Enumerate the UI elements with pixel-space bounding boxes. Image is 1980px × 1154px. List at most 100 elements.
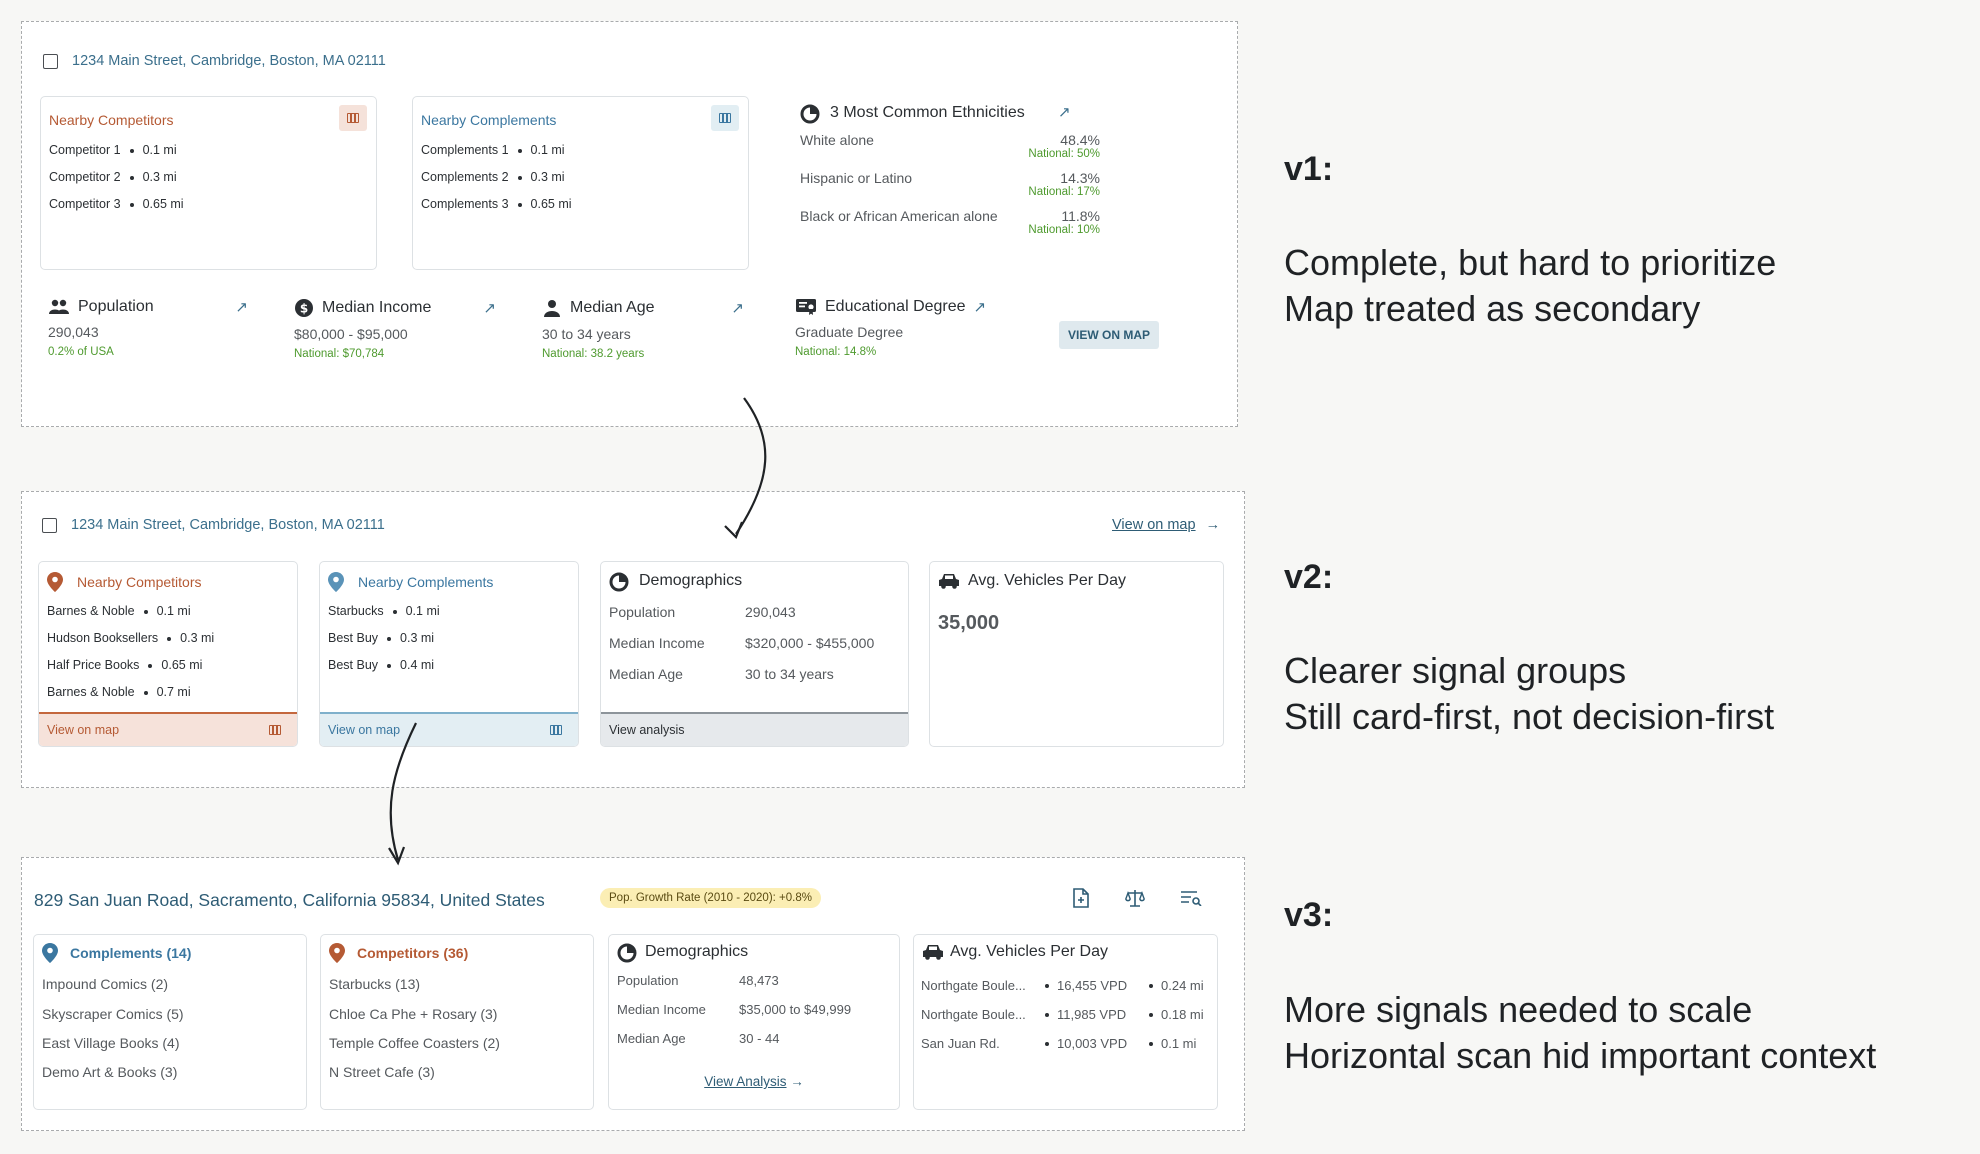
list-item: Complements 1 0.1 mi [421, 143, 565, 157]
ethnicity-row: Hispanic or Latino 14.3% [800, 170, 1100, 186]
map-pin-icon [47, 572, 63, 597]
list-item[interactable]: Starbucks (13) [329, 976, 421, 992]
growth-rate-pill: Pop. Growth Rate (2010 - 2020): +0.8% [600, 888, 821, 908]
address-link[interactable]: 1234 Main Street, Cambridge, Boston, MA … [71, 517, 385, 533]
address-title[interactable]: 829 San Juan Road, Sacramento, Californi… [34, 890, 545, 910]
pie-chart-icon [609, 572, 629, 597]
list-item[interactable]: Impound Comics (2) [42, 976, 169, 992]
metric-note: National: $70,784 [294, 348, 385, 360]
card-title: Competitors (36) [357, 945, 469, 961]
nearby-complements-card: Nearby Complements Starbucks 0.1 mi Best … [319, 561, 579, 747]
metric-value: 30 to 34 years [542, 326, 631, 342]
dollar-icon: $ [294, 298, 314, 318]
demographics-value: $320,000 - $455,000 [745, 635, 875, 651]
nearby-competitors-card: Nearby Competitors Competitor 1 0.1 mi Co… [40, 96, 377, 270]
card-title: Complements (14) [70, 945, 192, 961]
view-analysis-footer[interactable]: View analysis [601, 712, 908, 746]
demographics-value: 48,473 [739, 973, 779, 988]
list-item: Complements 2 0.3 mi [421, 170, 565, 184]
ethnicity-national: National: 17% [1028, 186, 1100, 198]
map-pin-icon [329, 943, 345, 968]
population-metric: Population ↗ 290,043 0.2% of USA [48, 298, 248, 358]
ethnicity-row: Black or African American alone 11.8% [800, 208, 1100, 224]
vehicles-card: Avg. Vehicles Per Day 35,000 [929, 561, 1224, 747]
list-item: Barnes & Noble 0.1 mi [47, 604, 191, 618]
list-item[interactable]: N Street Cafe (3) [329, 1064, 435, 1080]
compare-scale-icon[interactable] [1125, 888, 1145, 913]
list-item[interactable]: Chloe Ca Phe + Rosary (3) [329, 1006, 498, 1022]
list-item[interactable]: Demo Art & Books (3) [42, 1064, 178, 1080]
address-checkbox[interactable] [42, 518, 57, 533]
card-title: Nearby Competitors [77, 574, 202, 590]
demographics-label: Median Age [609, 666, 683, 682]
competitors-card: Competitors (36) Starbucks (13) Chloe Ca… [320, 934, 594, 1110]
external-link-icon[interactable]: ↗ [731, 300, 744, 317]
add-document-icon[interactable] [1072, 888, 1090, 913]
list-item: Competitor 2 0.3 mi [49, 170, 177, 184]
certificate-icon [795, 298, 817, 316]
card-title: Nearby Complements [421, 112, 557, 128]
version-label: v3: [1284, 896, 1334, 934]
list-item: Barnes & Noble 0.7 mi [47, 685, 191, 699]
metric-label: Median Age [570, 299, 655, 316]
list-item: Competitor 1 0.1 mi [49, 143, 177, 157]
metric-label: Educational Degree [825, 298, 966, 315]
external-link-icon[interactable]: ↗ [973, 299, 987, 316]
ethnicities-title: 3 Most Common Ethnicities [830, 104, 1025, 121]
external-link-icon[interactable]: ↗ [1058, 104, 1071, 121]
address-checkbox[interactable] [43, 54, 58, 69]
view-analysis-link[interactable]: View Analysis → [704, 1074, 804, 1089]
demographics-value: $35,000 to $49,999 [739, 1002, 852, 1017]
map-icon[interactable] [339, 105, 367, 131]
view-on-map-link[interactable]: View on map → [1112, 517, 1221, 533]
demographics-value: 30 - 44 [739, 1031, 780, 1046]
list-item: Half Price Books 0.65 mi [47, 658, 203, 672]
demographics-label: Median Income [617, 1002, 706, 1017]
list-item[interactable]: Temple Coffee Coasters (2) [329, 1035, 500, 1051]
list-item[interactable]: Skyscraper Comics (5) [42, 1006, 184, 1022]
ethnicity-national: National: 50% [1028, 148, 1100, 160]
view-on-map-footer[interactable]: View on map [39, 712, 297, 746]
arrow-right-icon: → [1205, 517, 1221, 533]
person-icon [542, 298, 562, 318]
map-pin-icon [328, 572, 344, 597]
list-item[interactable]: East Village Books (4) [42, 1035, 180, 1051]
view-on-map-button[interactable]: VIEW ON MAP [1059, 321, 1160, 349]
nearby-competitors-card: Nearby Competitors Barnes & Noble 0.1 mi … [38, 561, 298, 747]
car-icon [938, 572, 960, 595]
list-item: Starbucks 0.1 mi [328, 604, 440, 618]
card-title: Avg. Vehicles Per Day [950, 943, 1109, 960]
svg-text:$: $ [300, 302, 308, 316]
card-title: Nearby Complements [358, 574, 494, 590]
demographics-label: Median Income [609, 635, 705, 651]
map-icon[interactable] [711, 105, 739, 131]
v3-frame: 829 San Juan Road, Sacramento, Californi… [21, 857, 1245, 1131]
ethnicity-national: National: 10% [1028, 224, 1100, 236]
car-icon [922, 943, 944, 966]
list-item: Competitor 3 0.65 mi [49, 197, 184, 211]
version-label: v1: [1284, 150, 1334, 188]
list-item: Complements 3 0.65 mi [421, 197, 572, 211]
people-icon [48, 298, 70, 316]
pie-chart-icon [617, 943, 637, 968]
version-description: More signals needed to scale Horizontal s… [1284, 989, 1877, 1076]
view-on-map-footer[interactable]: View on map [320, 712, 578, 746]
metric-label: Population [78, 298, 154, 315]
external-link-icon[interactable]: ↗ [235, 299, 248, 316]
external-link-icon[interactable]: ↗ [483, 300, 496, 317]
metric-value: Graduate Degree [795, 324, 904, 340]
address-link[interactable]: 1234 Main Street, Cambridge, Boston, MA … [72, 53, 386, 69]
list-item: Best Buy 0.4 mi [328, 658, 435, 672]
filter-list-icon[interactable] [1180, 890, 1202, 911]
map-icon [269, 725, 281, 735]
list-item: Hudson Booksellers 0.3 mi [47, 631, 215, 645]
version-description: Complete, but hard to prioritize Map trea… [1284, 242, 1777, 329]
demographics-label: Population [609, 604, 676, 620]
metric-value: $80,000 - $95,000 [294, 326, 408, 342]
card-title: Avg. Vehicles Per Day [968, 572, 1127, 589]
card-title: Demographics [645, 943, 749, 960]
arrow-right-icon: → [790, 1074, 804, 1089]
pie-chart-icon [800, 104, 820, 129]
card-title: Demographics [639, 572, 743, 589]
vehicle-row: Northgate Boule... 16,455 VPD 0.24 mi [921, 978, 1204, 993]
